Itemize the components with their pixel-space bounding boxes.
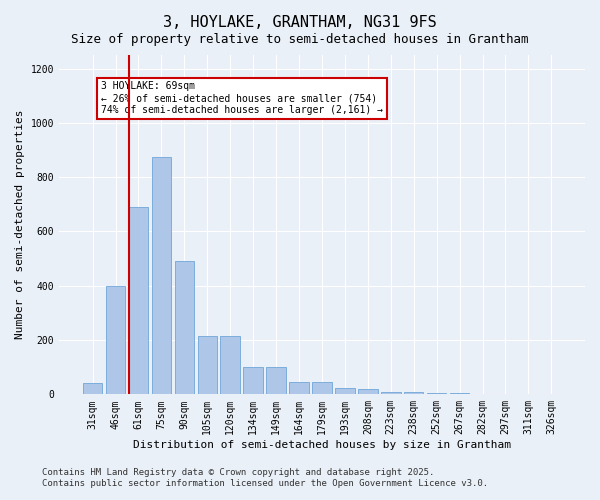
Bar [266,367,286,394]
Bar [106,286,125,395]
Bar [152,157,171,394]
Text: Size of property relative to semi-detached houses in Grantham: Size of property relative to semi-detach… [71,32,529,46]
Text: Contains HM Land Registry data © Crown copyright and database right 2025.
Contai: Contains HM Land Registry data © Crown c… [42,468,488,487]
Bar [83,384,103,394]
Bar [427,393,446,394]
Text: 3, HOYLAKE, GRANTHAM, NG31 9FS: 3, HOYLAKE, GRANTHAM, NG31 9FS [163,15,437,30]
Bar [289,382,309,394]
Bar [381,392,401,394]
Bar [312,382,332,394]
Bar [244,367,263,394]
Bar [197,336,217,394]
Text: 3 HOYLAKE: 69sqm
← 26% of semi-detached houses are smaller (754)
74% of semi-det: 3 HOYLAKE: 69sqm ← 26% of semi-detached … [101,82,383,114]
Bar [175,262,194,394]
Bar [404,392,424,394]
X-axis label: Distribution of semi-detached houses by size in Grantham: Distribution of semi-detached houses by … [133,440,511,450]
Bar [335,388,355,394]
Bar [358,390,377,394]
Bar [450,393,469,394]
Bar [129,207,148,394]
Bar [220,336,240,394]
Y-axis label: Number of semi-detached properties: Number of semi-detached properties [15,110,25,340]
